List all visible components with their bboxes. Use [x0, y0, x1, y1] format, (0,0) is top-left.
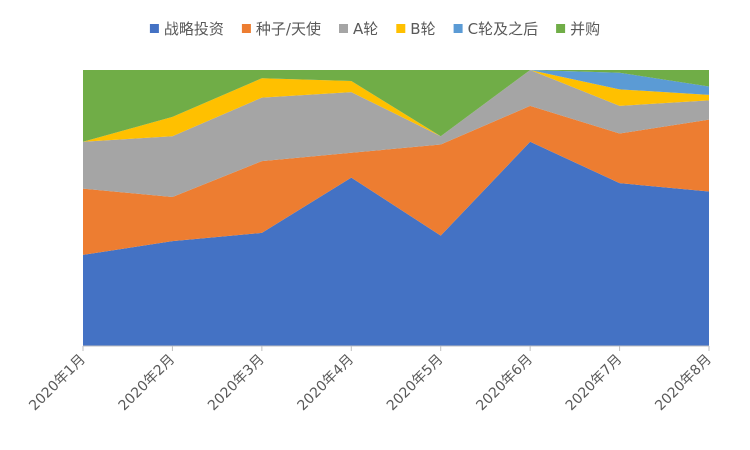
x-tick-label-4: 2020年5月 — [384, 352, 447, 415]
legend-label-2: A轮 — [353, 20, 378, 38]
x-tick-label-3: 2020年4月 — [295, 352, 358, 415]
plot-area — [83, 70, 709, 346]
legend-swatch-0 — [149, 24, 159, 33]
area-series-4 — [83, 70, 709, 142]
area-series-2 — [83, 70, 709, 197]
legend-label-4: C轮及之后 — [468, 20, 538, 38]
area-series-5 — [83, 70, 709, 142]
legend-swatch-1 — [241, 24, 251, 33]
legend-label-3: B轮 — [410, 20, 435, 38]
legend: 战略投资 种子/天使 A轮 B轮 C轮及之后 并购 — [149, 20, 600, 38]
legend-swatch-4 — [453, 24, 463, 33]
x-tick-label-7: 2020年8月 — [652, 352, 715, 415]
area-series-0 — [83, 141, 709, 346]
legend-label-5: 并购 — [570, 20, 600, 38]
legend-label-0: 战略投资 — [164, 20, 224, 38]
legend-swatch-3 — [396, 24, 406, 33]
legend-swatch-2 — [339, 24, 348, 33]
x-tick-label-6: 2020年7月 — [563, 352, 626, 415]
legend-swatch-5 — [556, 24, 566, 33]
x-tick-label-1: 2020年2月 — [116, 352, 179, 415]
x-tick-label-0: 2020年1月 — [26, 352, 89, 415]
area-series-3 — [83, 70, 709, 142]
x-tick-label-5: 2020年6月 — [473, 352, 536, 415]
x-axis: 2020年1月 2020年2月 2020年3月 2020年4月 2020年5月 2020年… — [26, 345, 715, 415]
legend-label-1: 种子/天使 — [256, 20, 321, 38]
area-series-1 — [83, 105, 709, 255]
x-tick-label-2: 2020年3月 — [205, 352, 268, 415]
